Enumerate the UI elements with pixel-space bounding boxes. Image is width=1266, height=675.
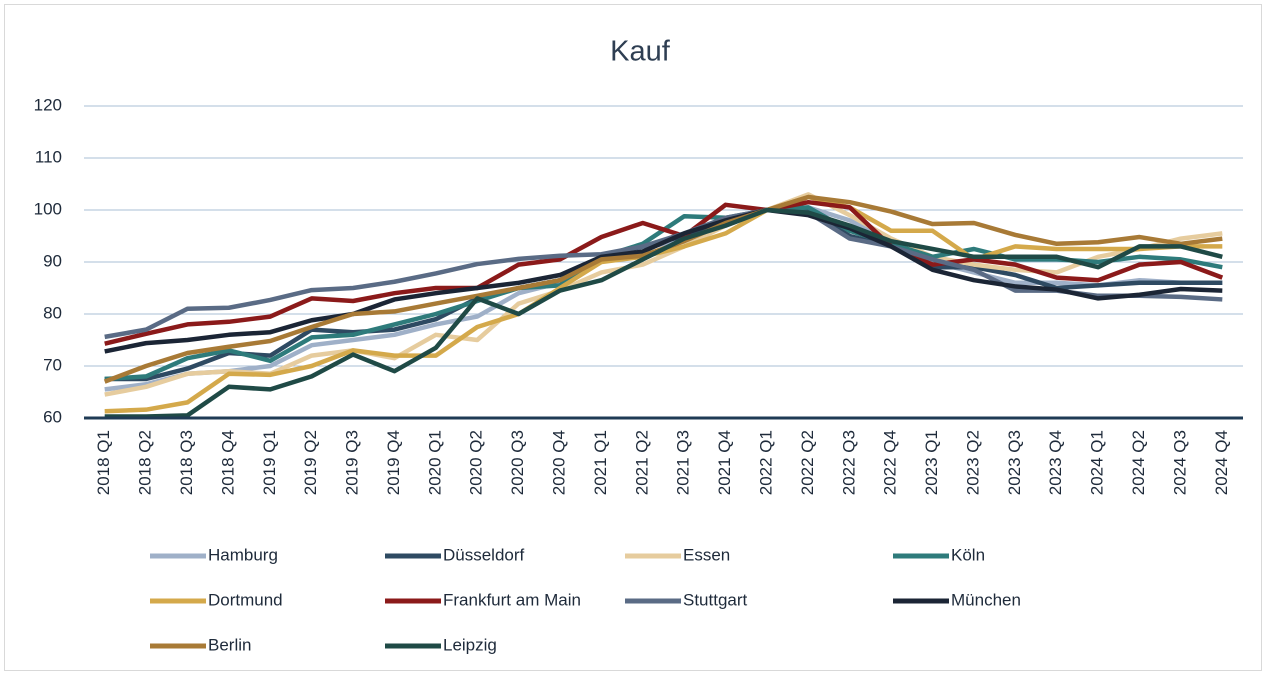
y-tick-label: 90 bbox=[43, 251, 62, 270]
series-line bbox=[104, 207, 1223, 340]
legend-label: Berlin bbox=[208, 635, 251, 654]
x-tick-label: 2019 Q3 bbox=[343, 430, 362, 495]
y-tick-label: 80 bbox=[43, 303, 62, 322]
y-tick-label: 120 bbox=[34, 95, 62, 114]
legend-label: Köln bbox=[951, 545, 985, 564]
x-tick-label: 2018 Q3 bbox=[177, 430, 196, 495]
x-tick-label: 2021 Q3 bbox=[674, 430, 693, 495]
x-tick-label: 2023 Q1 bbox=[922, 430, 941, 495]
x-tick-label: 2022 Q2 bbox=[798, 430, 817, 495]
legend-label: Leipzig bbox=[443, 635, 497, 654]
legend-label: Essen bbox=[683, 545, 730, 564]
series-line bbox=[104, 207, 1223, 354]
legend-label: Düsseldorf bbox=[443, 545, 525, 564]
x-tick-label: 2021 Q4 bbox=[715, 430, 734, 495]
series-line bbox=[104, 207, 1223, 419]
x-tick-label: 2024 Q3 bbox=[1170, 430, 1189, 495]
x-tick-label: 2023 Q3 bbox=[1005, 430, 1024, 495]
x-tick-label: 2023 Q2 bbox=[963, 430, 982, 495]
legend-label: Frankfurt am Main bbox=[443, 590, 581, 609]
x-tick-label: 2021 Q2 bbox=[632, 430, 651, 495]
legend-label: Stuttgart bbox=[683, 590, 748, 609]
x-tick-label: 2020 Q1 bbox=[425, 430, 444, 495]
x-tick-label: 2018 Q4 bbox=[218, 430, 237, 495]
chart-title: Kauf bbox=[610, 36, 671, 68]
x-tick-label: 2023 Q4 bbox=[1046, 430, 1065, 495]
x-tick-label: 2018 Q2 bbox=[136, 430, 155, 495]
y-tick-label: 100 bbox=[34, 199, 62, 218]
x-tick-label: 2020 Q2 bbox=[467, 430, 486, 495]
y-tick-label: 110 bbox=[35, 147, 62, 166]
x-tick-label: 2019 Q4 bbox=[384, 430, 403, 495]
series-line bbox=[104, 199, 1224, 346]
x-tick-label: 2024 Q4 bbox=[1212, 430, 1231, 495]
x-tick-label: 2021 Q1 bbox=[591, 430, 610, 495]
legend-label: München bbox=[951, 590, 1021, 609]
x-tick-label: 2022 Q3 bbox=[839, 430, 858, 495]
x-tick-label: 2022 Q1 bbox=[756, 430, 775, 495]
x-tick-label: 2020 Q3 bbox=[508, 430, 527, 495]
x-tick-label: 2019 Q2 bbox=[301, 430, 320, 495]
series-line bbox=[104, 194, 1223, 414]
x-tick-label: 2022 Q4 bbox=[881, 430, 900, 495]
x-tick-label: 2020 Q4 bbox=[550, 430, 569, 495]
y-tick-label: 60 bbox=[43, 407, 62, 426]
y-tick-label: 70 bbox=[43, 355, 62, 374]
x-tick-label: 2018 Q1 bbox=[94, 430, 113, 495]
x-tick-label: 2019 Q1 bbox=[260, 430, 279, 495]
x-tick-label: 2024 Q2 bbox=[1129, 430, 1148, 495]
x-tick-label: 2024 Q1 bbox=[1088, 430, 1107, 495]
legend-label: Hamburg bbox=[208, 545, 278, 564]
legend-label: Dortmund bbox=[208, 590, 283, 609]
